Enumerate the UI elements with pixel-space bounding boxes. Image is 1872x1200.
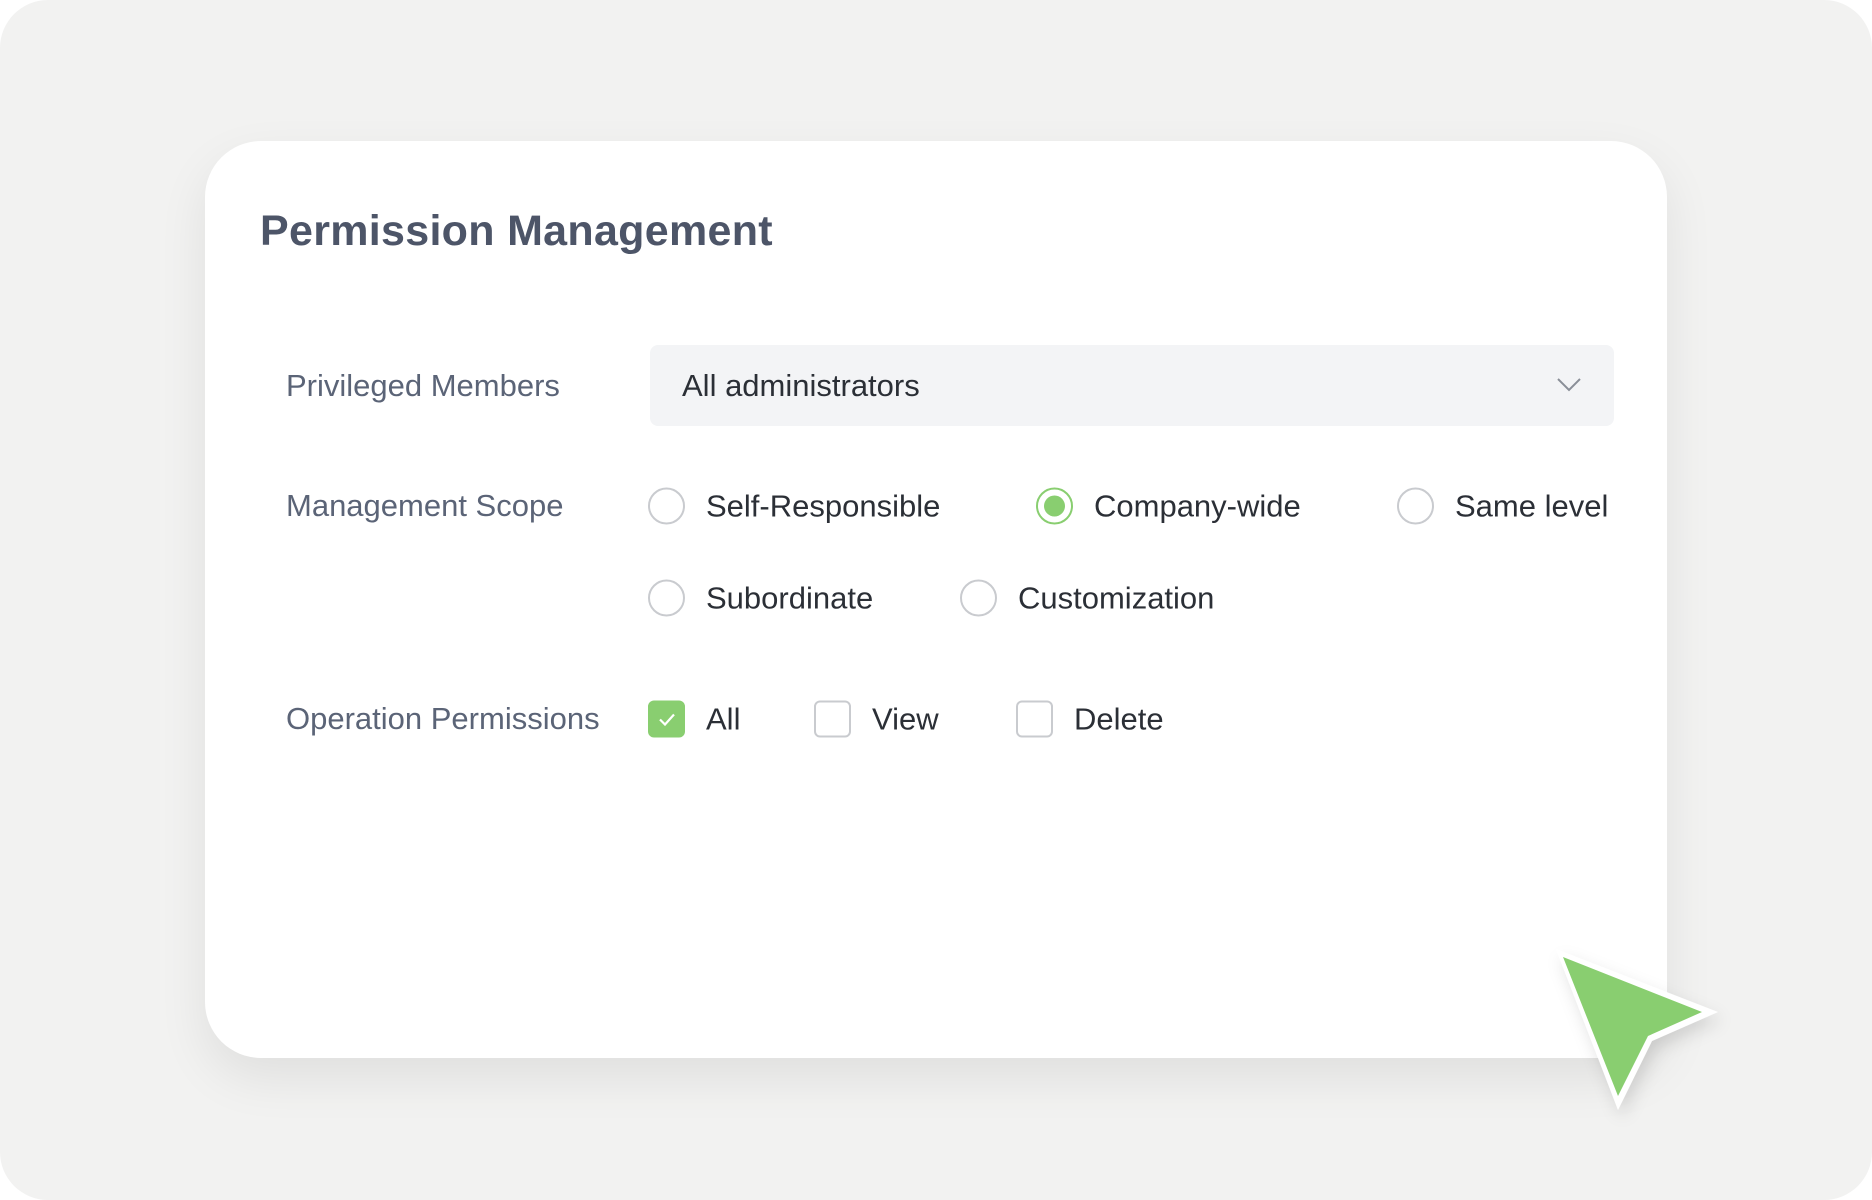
radio-same-level[interactable]: Same level xyxy=(1397,487,1609,525)
radio-customization[interactable]: Customization xyxy=(960,579,1215,617)
checkbox-checked-icon[interactable] xyxy=(648,700,685,738)
chevron-down-icon xyxy=(1557,378,1581,392)
page-title: Permission Management xyxy=(260,207,773,255)
management-scope-label: Management Scope xyxy=(286,488,564,523)
radio-label: Self-Responsible xyxy=(706,488,941,523)
select-value: All administrators xyxy=(682,367,920,403)
checkbox-label: Delete xyxy=(1074,701,1164,736)
checkbox-icon[interactable] xyxy=(814,700,851,738)
radio-icon[interactable] xyxy=(648,579,685,617)
operation-permissions-label: Operation Permissions xyxy=(286,701,600,736)
radio-icon[interactable] xyxy=(960,579,997,617)
checkbox-all[interactable]: All xyxy=(648,700,741,738)
radio-label: Subordinate xyxy=(706,580,874,615)
privileged-members-label: Privileged Members xyxy=(286,368,560,403)
radio-self-responsible[interactable]: Self-Responsible xyxy=(648,487,941,525)
radio-icon[interactable] xyxy=(648,487,685,525)
checkbox-delete[interactable]: Delete xyxy=(1016,700,1164,738)
radio-subordinate[interactable]: Subordinate xyxy=(648,579,874,617)
privileged-members-select[interactable]: All administrators xyxy=(650,345,1614,426)
permission-card: Permission Management Privileged Members… xyxy=(205,141,1667,1058)
checkbox-view[interactable]: View xyxy=(814,700,939,738)
radio-label: Customization xyxy=(1018,580,1215,615)
radio-company-wide[interactable]: Company-wide xyxy=(1036,487,1301,525)
radio-icon[interactable] xyxy=(1397,487,1434,525)
radio-selected-icon[interactable] xyxy=(1036,487,1073,525)
checkbox-label: View xyxy=(872,701,939,736)
checkbox-label: All xyxy=(706,701,741,736)
checkbox-icon[interactable] xyxy=(1016,700,1053,738)
radio-label: Same level xyxy=(1455,488,1609,523)
radio-label: Company-wide xyxy=(1094,488,1301,523)
